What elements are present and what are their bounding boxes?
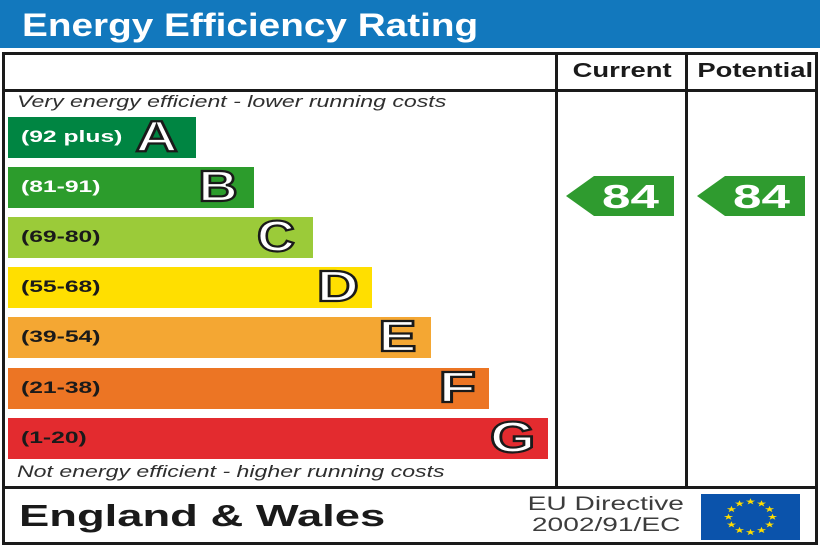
svg-text:84: 84	[733, 179, 790, 216]
svg-text:84: 84	[602, 179, 659, 216]
